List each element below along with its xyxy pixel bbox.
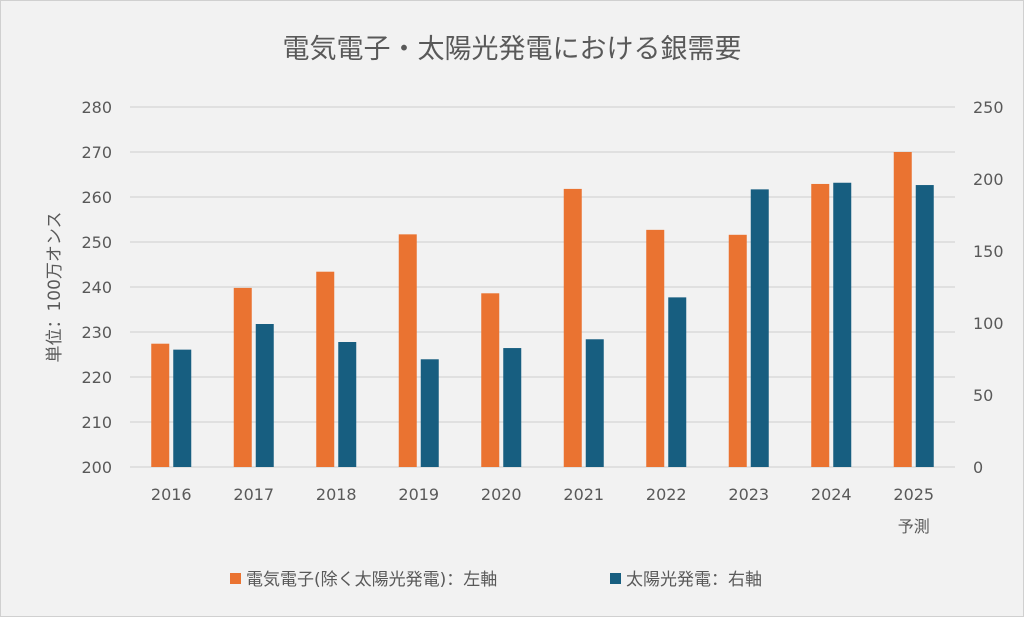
x-tick-label: 2017: [233, 485, 274, 504]
bar-solar-2025: [915, 185, 934, 467]
x-tick-label: 2018: [316, 485, 357, 504]
legend-swatch: [610, 573, 621, 584]
x-tick-label: 2021: [563, 485, 604, 504]
bar-solar-2019: [420, 359, 439, 467]
y-axis-label: 単位：100万オンス: [45, 211, 65, 362]
left-tick-label: 240: [81, 278, 112, 297]
x-tick-label: 2016: [151, 485, 192, 504]
right-tick-label: 100: [973, 314, 1004, 333]
x-axis-ticks: 2016 2017 2018 2019 2020 2021 2022 2023 2024 2025…: [151, 485, 934, 536]
right-tick-label: 250: [973, 98, 1004, 117]
bar-solar-2021: [585, 339, 604, 467]
right-tick-label: 200: [973, 170, 1004, 189]
bar-solar-2017: [255, 324, 274, 467]
gridlines: [130, 106, 955, 468]
left-tick-label: 250: [81, 233, 112, 252]
bar-electronics-2018: [316, 271, 335, 467]
legend-swatch: [230, 573, 241, 584]
left-tick-label: 210: [81, 413, 112, 432]
legend-label: 太陽光発電：右軸: [626, 570, 762, 590]
chart-title: 電気電子・太陽光発電における銀需要: [283, 34, 742, 65]
right-tick-label: 150: [973, 242, 1004, 261]
legend: 電気電子(除く太陽光発電)：左軸 太陽光発電：右軸: [230, 570, 762, 590]
x-tick-label: 2019: [398, 485, 439, 504]
bar-electronics-2019: [398, 234, 417, 467]
bars: [151, 152, 934, 468]
bar-electronics-2024: [811, 183, 830, 467]
bar-solar-2024: [833, 182, 852, 467]
left-axis-ticks: 200 210 220 230 240 250 260 270 280: [81, 98, 112, 477]
x-tick-sublabel: 予測: [898, 517, 930, 536]
bar-electronics-2021: [563, 188, 582, 467]
x-tick-label: 2023: [728, 485, 769, 504]
bar-electronics-2017: [233, 287, 252, 467]
left-tick-label: 200: [81, 458, 112, 477]
bar-electronics-2025: [893, 152, 912, 467]
bar-solar-2023: [750, 189, 769, 468]
bar-electronics-2020: [481, 293, 500, 467]
x-tick-label: 2020: [481, 485, 522, 504]
legend-label: 電気電子(除く太陽光発電)：左軸: [246, 570, 497, 590]
bar-solar-2016: [173, 349, 192, 467]
left-tick-label: 230: [81, 323, 112, 342]
right-axis-ticks: 0 50 100 150 200 250: [973, 98, 1004, 477]
x-tick-label: 2022: [646, 485, 687, 504]
left-tick-label: 270: [81, 143, 112, 162]
x-tick-label: 2025: [893, 485, 934, 504]
bar-solar-2020: [503, 348, 522, 467]
bar-electronics-2022: [646, 229, 665, 467]
bar-electronics-2023: [728, 234, 747, 467]
left-tick-label: 260: [81, 188, 112, 207]
right-tick-label: 0: [973, 458, 983, 477]
left-tick-label: 280: [81, 98, 112, 117]
left-tick-label: 220: [81, 368, 112, 387]
right-tick-label: 50: [973, 386, 993, 405]
bar-electronics-2016: [151, 343, 170, 467]
bar-solar-2022: [668, 297, 687, 467]
bar-solar-2018: [338, 342, 357, 467]
x-tick-label: 2024: [811, 485, 852, 504]
